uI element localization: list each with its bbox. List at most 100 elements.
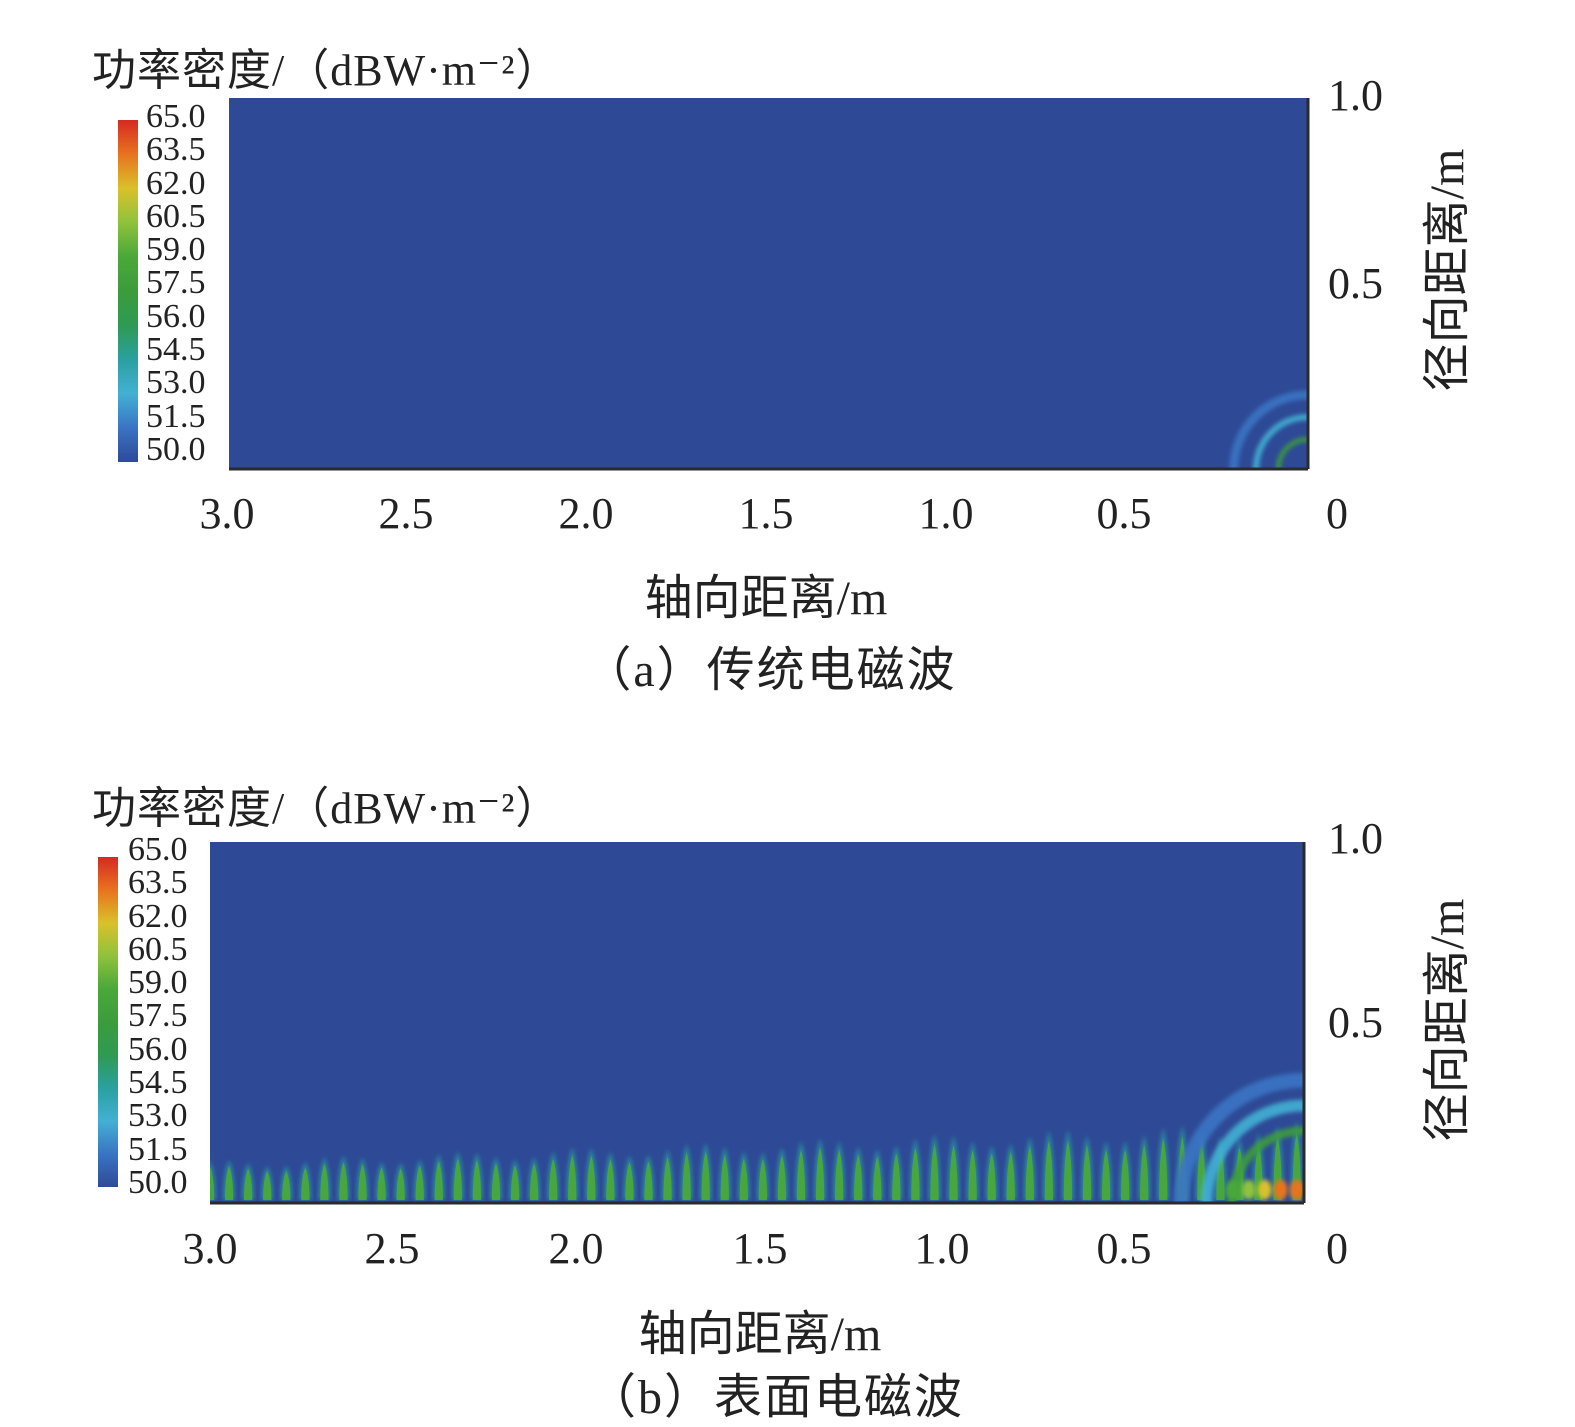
colorbar-tick-label: 53.0	[128, 1097, 188, 1135]
heatmap-background	[210, 842, 1304, 1203]
colorbar-tick-label: 54.5	[146, 331, 206, 369]
surface-lobe	[377, 1167, 386, 1200]
surface-lobe	[644, 1161, 653, 1200]
hotspot	[1273, 1179, 1288, 1200]
surface-lobe	[339, 1162, 348, 1200]
surface-lobe	[987, 1153, 996, 1200]
surface-lobe	[835, 1149, 844, 1200]
colorbar-tick-label: 59.0	[128, 964, 188, 1002]
surface-lobe	[720, 1154, 729, 1200]
surface-lobe	[434, 1161, 443, 1200]
y-axis-label: 径向距离/m	[1421, 898, 1474, 1142]
surface-lobe	[1159, 1138, 1168, 1200]
colorbar-tick-label: 62.0	[128, 897, 188, 935]
colorbar-tick-label: 50.0	[128, 1163, 188, 1201]
surface-lobe	[415, 1165, 424, 1200]
colorbar-tick-label: 63.5	[128, 864, 188, 902]
hotspot	[1289, 1179, 1304, 1200]
surface-lobe	[663, 1156, 672, 1200]
colorbar-tick-label: 59.0	[146, 231, 206, 269]
surface-lobe	[1101, 1149, 1111, 1200]
x-tick-label: 2.0	[548, 1224, 604, 1273]
surface-lobe	[491, 1163, 501, 1200]
y-axis-label: 径向距离/m	[1421, 148, 1474, 392]
colorbar-tick-label: 51.5	[128, 1130, 188, 1168]
surface-lobe	[587, 1155, 596, 1200]
y-tick-label: 1.0	[1328, 71, 1383, 120]
surface-lobe	[320, 1163, 329, 1200]
surface-lobe	[682, 1152, 691, 1200]
colorbar-tick-label: 50.0	[146, 430, 206, 468]
heatmap-field	[210, 1072, 1304, 1203]
y-tick-label: 0.5	[1328, 259, 1383, 308]
x-tick-label: 2.5	[378, 489, 434, 538]
colorbar-tick-label: 65.0	[146, 98, 206, 135]
colorbar-title: 功率密度/（dBW·m⁻²）	[92, 784, 561, 833]
surface-lobe	[210, 1166, 215, 1200]
colorbar-tick-label: 57.5	[146, 264, 206, 302]
surface-lobe	[243, 1168, 253, 1200]
caption-b: （b）表面电磁波	[587, 1371, 965, 1424]
x-tick-label: 0	[1326, 1224, 1348, 1273]
surface-lobe	[510, 1165, 520, 1200]
surface-lobe	[911, 1147, 920, 1200]
surface-lobe	[892, 1153, 901, 1200]
heatmap-background	[229, 98, 1308, 469]
surface-lobe	[1082, 1145, 1092, 1200]
colorbar-tick-label: 56.0	[128, 1030, 188, 1068]
surface-lobe	[815, 1147, 825, 1200]
surface-lobe	[701, 1151, 710, 1200]
colorbar-tick-label: 62.0	[146, 164, 206, 202]
x-axis-label: 轴向距离/m	[644, 572, 888, 625]
colorbar-tick-label: 53.0	[146, 364, 206, 402]
x-tick-label: 0.5	[1096, 489, 1152, 538]
colorbar-title: 功率密度/（dBW·m⁻²）	[92, 46, 561, 95]
surface-lobe	[968, 1150, 977, 1200]
surface-lobe	[949, 1145, 958, 1200]
colorbar-tick-label: 60.5	[128, 930, 188, 968]
caption-a: （a）传统电磁波	[583, 644, 957, 697]
x-tick-label: 1.0	[914, 1224, 970, 1273]
panel-b: 功率密度/（dBW·m⁻²） 65.0 63.5 62.0 60.5 59.0 57.5 5…	[0, 745, 1575, 1425]
x-tick-label: 1.0	[918, 489, 974, 538]
surface-lobe	[739, 1158, 748, 1200]
surface-lobe	[453, 1158, 462, 1200]
colorbar-tick-label: 56.0	[146, 297, 206, 335]
surface-lobe	[224, 1166, 234, 1200]
surface-lobe	[1063, 1140, 1073, 1200]
surface-lobe	[854, 1154, 863, 1200]
surface-lobe	[873, 1156, 882, 1200]
colorbar-tick-label: 60.5	[146, 197, 206, 235]
surface-lobe	[282, 1170, 291, 1200]
surface-lobe	[758, 1159, 768, 1200]
surface-lobe	[472, 1159, 482, 1200]
hotspot	[1257, 1179, 1272, 1200]
surface-lobe	[568, 1155, 577, 1200]
colorbar-gradient	[98, 857, 118, 1187]
x-tick-label: 0	[1326, 489, 1348, 538]
surface-lobe	[529, 1163, 539, 1200]
x-tick-label: 1.5	[738, 489, 794, 538]
x-tick-label: 0.5	[1096, 1224, 1152, 1273]
surface-lobe	[1025, 1146, 1034, 1200]
surface-lobe	[606, 1159, 615, 1200]
surface-lobe	[1140, 1144, 1149, 1200]
colorbar-tick-label: 51.5	[146, 397, 206, 435]
colorbar-tick-label: 65.0	[128, 831, 188, 868]
heatmap-plot-b	[210, 842, 1306, 1205]
colorbar-tick-label: 54.5	[128, 1064, 188, 1102]
hotspot	[1241, 1179, 1256, 1200]
colorbar-tick-label: 63.5	[146, 131, 206, 169]
surface-lobe	[930, 1143, 939, 1200]
colorbar-tick-label: 57.5	[128, 997, 188, 1035]
surface-lobe	[625, 1162, 634, 1200]
surface-lobe	[796, 1149, 806, 1200]
panel-a: 功率密度/（dBW·m⁻²） 65.0 63.5 62.0 60.5 59.0 57.5 5…	[0, 0, 1575, 700]
surface-lobe	[358, 1164, 367, 1200]
x-tick-label: 2.5	[364, 1224, 420, 1273]
surface-lobe	[1044, 1140, 1053, 1200]
x-tick-label: 3.0	[199, 489, 255, 538]
colorbar-labels: 65.0 63.5 62.0 60.5 59.0 57.5 56.0 54.5 53.0 51.5…	[146, 98, 206, 468]
colorbar-labels: 65.0 63.5 62.0 60.5 59.0 57.5 56.0 54.5 53.0 51.5…	[128, 831, 188, 1201]
hotspot	[1225, 1179, 1240, 1200]
